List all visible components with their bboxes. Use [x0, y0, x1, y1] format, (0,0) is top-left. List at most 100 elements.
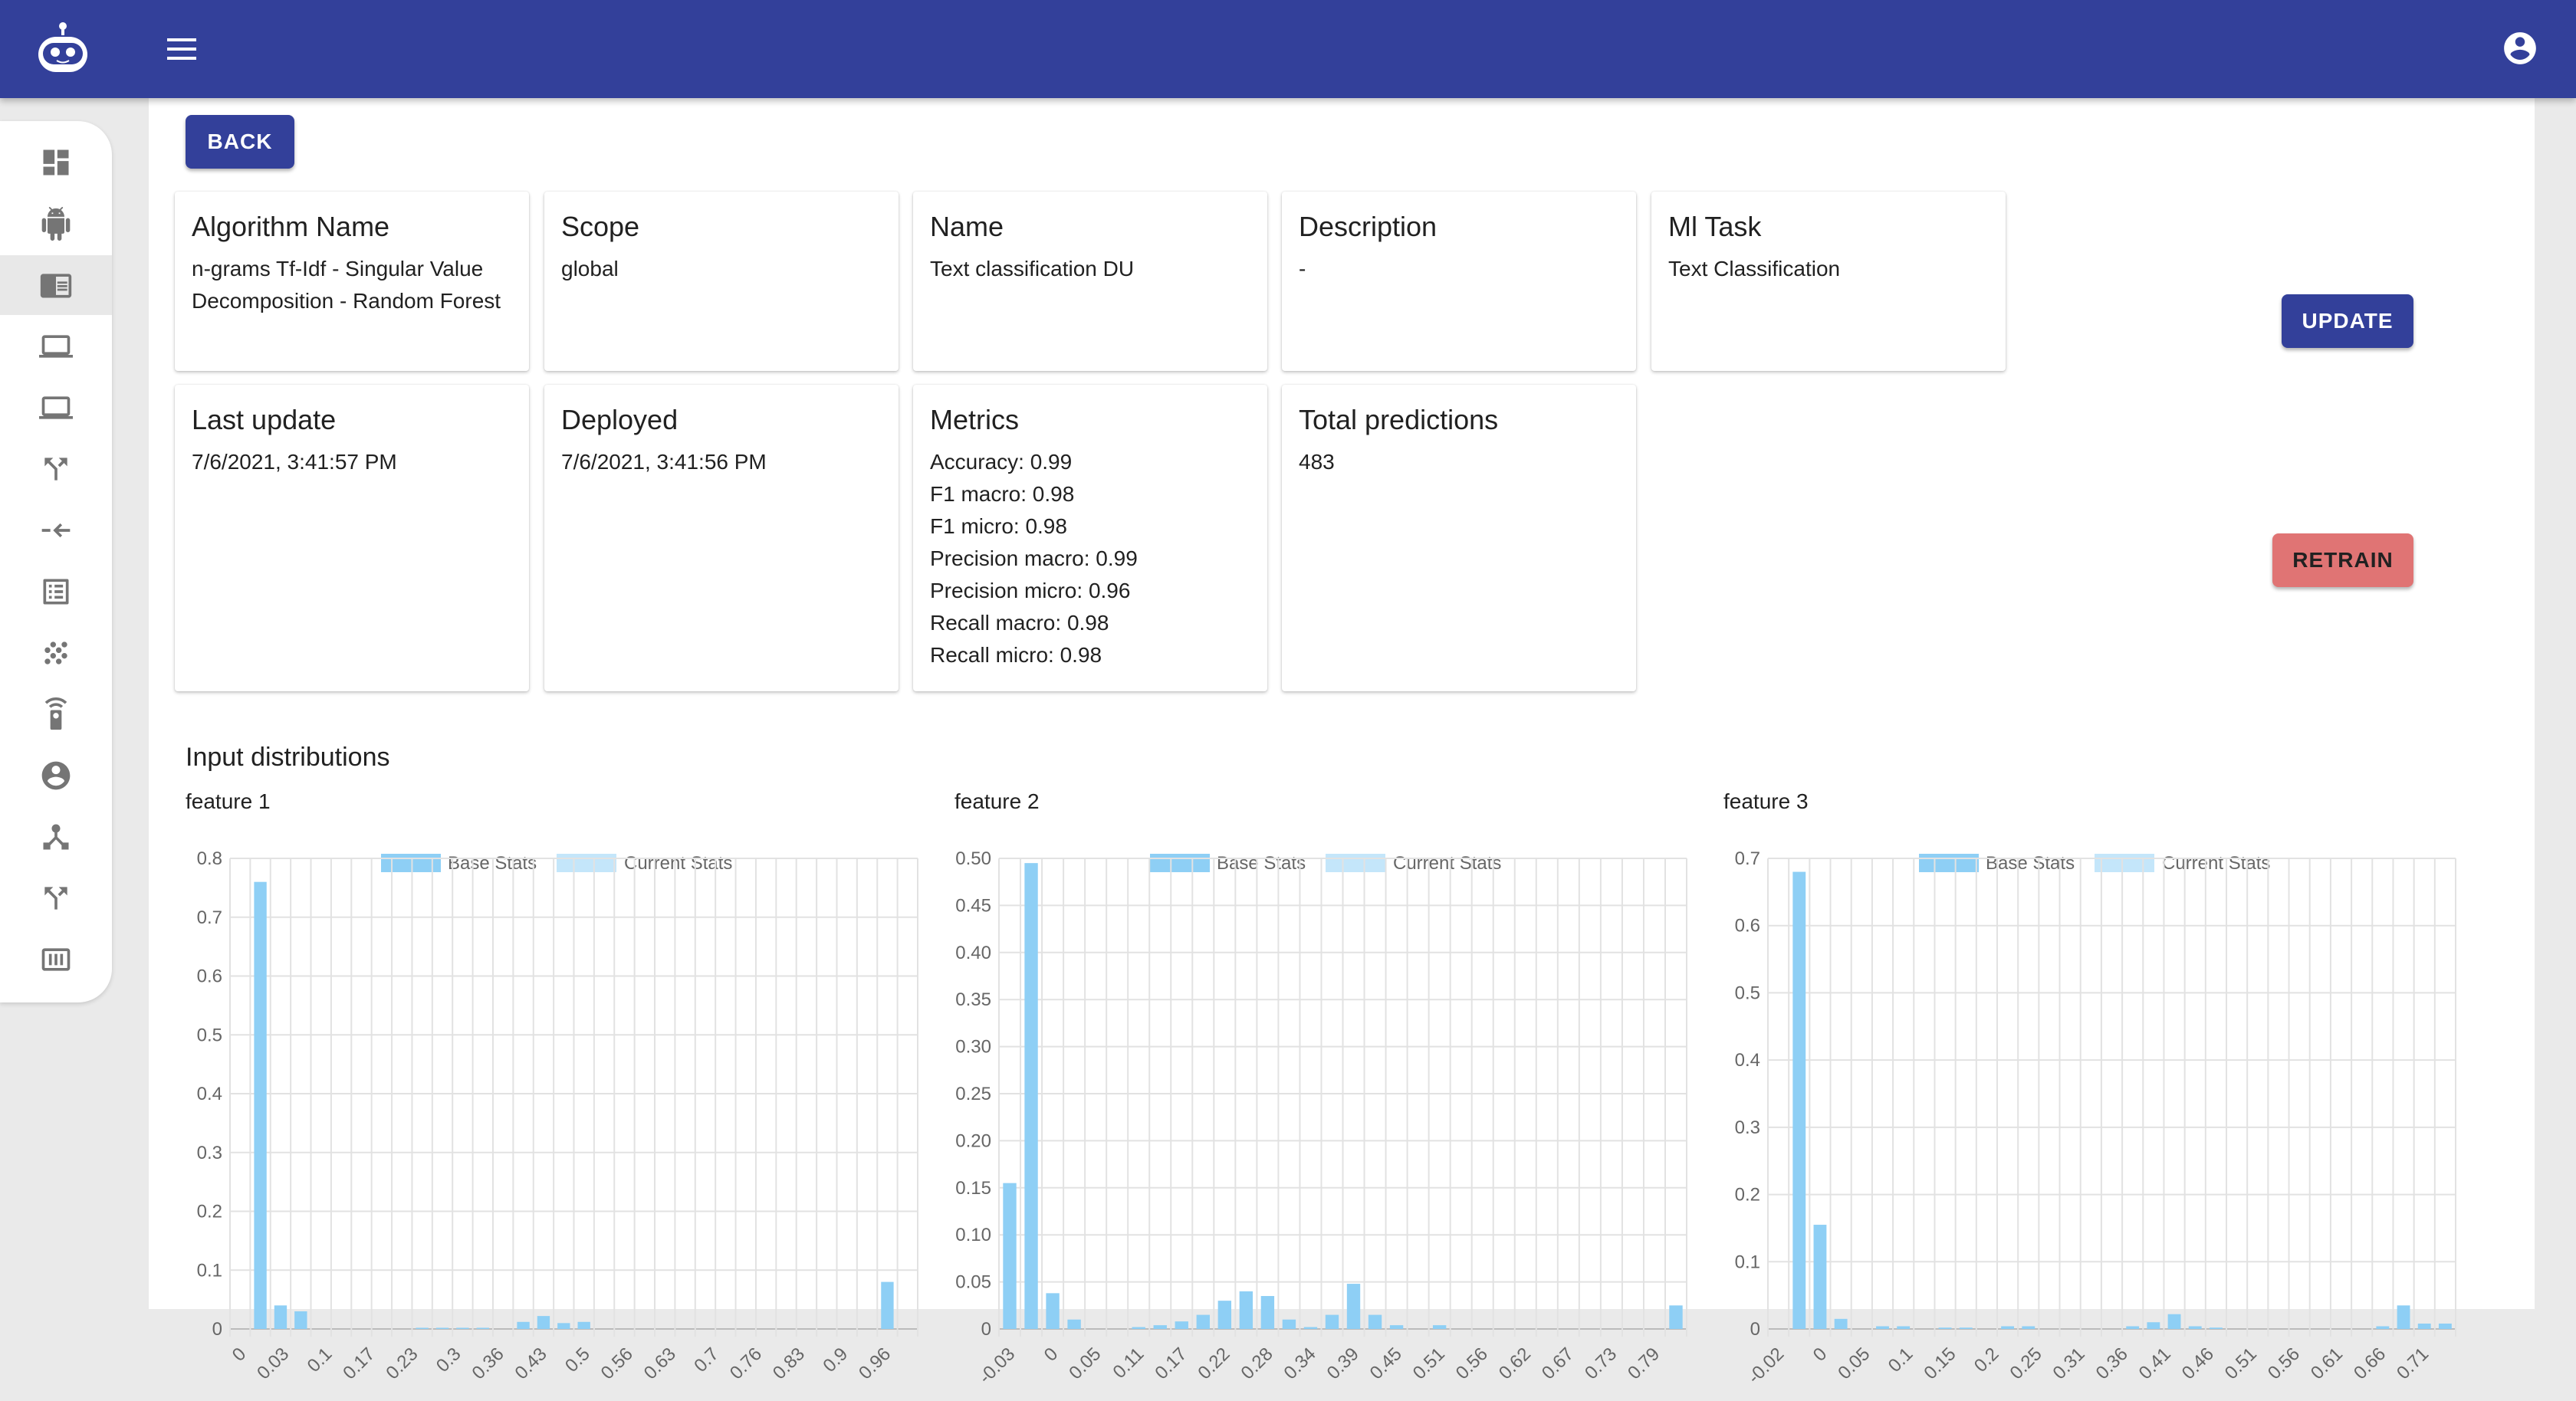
last-update-card: Last update 7/6/2021, 3:41:57 PM [175, 385, 529, 691]
total-predictions-card: Total predictions 483 [1282, 385, 1636, 691]
bar-base-stats [1325, 1314, 1339, 1329]
bar-base-stats [456, 1327, 469, 1329]
y-tick-label: 0 [981, 1319, 991, 1340]
sidebar-item-list-alt[interactable] [0, 562, 112, 622]
y-tick-label: 0.1 [1735, 1252, 1760, 1272]
card-value: 7/6/2021, 3:41:57 PM [192, 450, 397, 474]
x-tick-label: 0.66 [2350, 1344, 2390, 1383]
bar-base-stats [2438, 1323, 2452, 1329]
x-tick-label: 0.11 [1109, 1344, 1148, 1383]
y-tick-label: 0 [1750, 1319, 1760, 1340]
y-tick-label: 0.6 [197, 966, 222, 987]
robot-logo-icon[interactable] [34, 20, 92, 78]
legend-swatch-base [1150, 854, 1210, 872]
x-tick-label: 0.36 [468, 1344, 508, 1383]
y-tick-label: 0 [212, 1319, 222, 1340]
bar-base-stats [1834, 1318, 1848, 1329]
metrics-card: Metrics Accuracy: 0.99 F1 macro: 0.98 F1… [913, 385, 1267, 691]
x-tick-label: 0.61 [2307, 1344, 2347, 1383]
x-tick-label: 0.31 [2049, 1344, 2089, 1383]
legend-label-current: Current Stats [2162, 853, 2270, 874]
x-tick-label: 0.51 [2221, 1344, 2261, 1383]
account-circle-icon[interactable] [2501, 29, 2539, 67]
card-title: Total predictions [1299, 404, 1499, 435]
feature-1-chart: Base Stats Current Stats 0 0.1 0.2 0.3 0.4 0.5 0… [186, 788, 922, 1401]
y-tick-label: 0.5 [197, 1025, 222, 1045]
x-tick-label: 0.28 [1237, 1344, 1277, 1383]
chrome-reader-mode-icon [40, 274, 72, 298]
pin-icon [41, 948, 71, 971]
y-tick-label: 0.7 [1735, 848, 1760, 869]
sidebar-item-dashboard[interactable] [0, 133, 112, 192]
x-tick-label: 0 [1809, 1344, 1832, 1366]
y-tick-label: 0.2 [1735, 1185, 1760, 1206]
x-tick-label: 0.96 [855, 1344, 895, 1383]
sidebar-item-pin[interactable] [0, 930, 112, 989]
bar-base-stats [1897, 1326, 1911, 1329]
y-tick-label: 0.50 [955, 848, 991, 869]
bar-base-stats [2001, 1326, 2015, 1329]
bar-base-stats [1432, 1325, 1447, 1329]
menu-icon[interactable] [164, 34, 199, 64]
bar-base-stats [577, 1321, 590, 1329]
sidebar-item-settings-remote[interactable] [0, 684, 112, 744]
metric-recall-micro: Recall micro: 0.98 [930, 643, 1102, 667]
sidebar-item-merge-arrows[interactable] [0, 500, 112, 560]
sidebar-item-call-split[interactable] [0, 439, 112, 499]
retrain-button[interactable]: RETRAIN [2272, 533, 2413, 587]
bar-base-stats [557, 1323, 570, 1329]
x-tick-label: 0.45 [1366, 1344, 1406, 1383]
bar-base-stats [1792, 871, 1806, 1329]
account-circle-icon [41, 761, 71, 790]
dashboard-icon [43, 149, 69, 176]
x-tick-label: 0.62 [1495, 1344, 1535, 1383]
card-value: - [1299, 257, 1306, 281]
chart-title: feature 2 [955, 789, 1040, 813]
laptop-icon [39, 396, 73, 419]
metric-recall-macro: Recall macro: 0.98 [930, 611, 1109, 635]
sidebar-item-laptop[interactable] [0, 317, 112, 376]
back-button[interactable]: BACK [186, 115, 294, 169]
deployed-card: Deployed 7/6/2021, 3:41:56 PM [544, 385, 899, 691]
sidebar-item-laptop-2[interactable] [0, 378, 112, 438]
merge-arrows-icon [41, 523, 71, 538]
x-tick-label: 0.17 [1151, 1344, 1191, 1383]
x-tick-label: 0.05 [1834, 1344, 1874, 1383]
sidebar-item-account-circle[interactable] [0, 746, 112, 805]
y-tick-label: 0.5 [1735, 983, 1760, 1003]
chart-svg: Base Stats Current Stats00.10.20.30.40.50… [197, 848, 918, 1383]
call-split-icon [44, 458, 67, 481]
bar-base-stats [1217, 1301, 1232, 1329]
y-tick-label: 0.1 [197, 1260, 222, 1281]
sidebar-item-grain-dots[interactable] [0, 623, 112, 683]
y-tick-label: 0.35 [955, 989, 991, 1010]
card-value: n-grams Tf-Idf - Singular Value Decompos… [192, 257, 501, 313]
x-tick-label: 0.25 [2006, 1344, 2046, 1383]
x-tick-label: 0.15 [1920, 1344, 1960, 1383]
bar-base-stats [294, 1311, 307, 1329]
legend-label-base: Base Stats [1986, 853, 2075, 874]
x-tick-label: 0.56 [1452, 1344, 1492, 1383]
x-tick-label: 0.7 [690, 1344, 723, 1376]
sidebar-item-android[interactable] [0, 194, 112, 254]
x-tick-label: 0.22 [1194, 1344, 1234, 1383]
x-tick-label: 0.51 [1409, 1344, 1449, 1383]
sidebar-item-device-hub[interactable] [0, 807, 112, 867]
legend-swatch-base [381, 854, 441, 872]
bar-base-stats [416, 1327, 429, 1329]
card-value: 7/6/2021, 3:41:56 PM [561, 450, 767, 474]
legend-label-current: Current Stats [1393, 853, 1501, 874]
sidebar-item-call-split-2[interactable] [0, 868, 112, 928]
card-title: Scope [561, 211, 640, 242]
sidebar-item-chrome-reader-mode[interactable] [0, 255, 112, 315]
card-value: 483 [1299, 450, 1335, 474]
sidebar [0, 121, 112, 1002]
grain-dots-icon [44, 641, 67, 664]
card-title: Deployed [561, 404, 678, 435]
x-tick-label: 0.67 [1538, 1344, 1578, 1383]
x-tick-label: 0.79 [1624, 1344, 1664, 1383]
metric-precision-macro: Precision macro: 0.99 [930, 546, 1138, 570]
update-button[interactable]: UPDATE [2282, 294, 2413, 348]
y-tick-label: 0.05 [955, 1272, 991, 1293]
chart-legend: Base Stats Current Stats [1919, 853, 2270, 874]
